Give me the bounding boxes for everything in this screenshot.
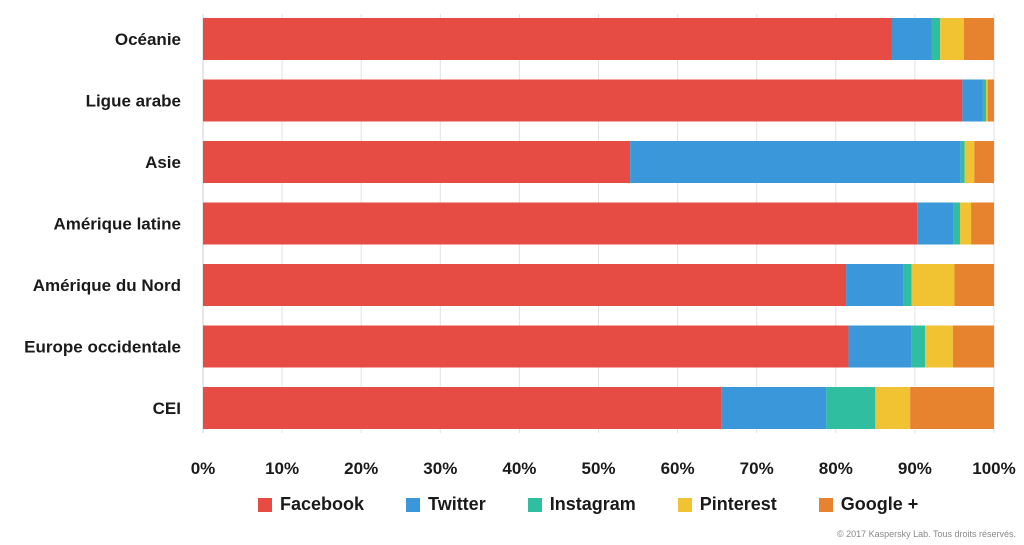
bar-segment: [891, 18, 932, 60]
bar-segment: [971, 202, 994, 245]
legend-swatch: [677, 497, 692, 512]
bar-segment: [963, 18, 994, 60]
legend-swatch: [258, 497, 272, 512]
bar-segment: [875, 387, 911, 429]
bar-segment: [203, 202, 918, 245]
legend-label: Facebook: [280, 494, 365, 514]
x-tick-label: 10%: [265, 459, 299, 478]
category-label: CEI: [153, 399, 181, 418]
x-tick-label: 20%: [344, 459, 378, 478]
bars: [203, 18, 994, 429]
bar-segment: [931, 18, 941, 60]
bar-segment: [987, 79, 994, 122]
bar-segment: [911, 325, 926, 368]
category-label: Océanie: [115, 30, 181, 49]
legend-item: Facebook: [258, 494, 364, 515]
category-labels: Océanie Ligue arabe Asie Amérique latine Amé…: [24, 30, 181, 418]
bar-segment: [203, 264, 847, 306]
bar-segment: [940, 18, 964, 60]
bar-segment: [964, 141, 975, 183]
legend-swatch: [527, 497, 542, 512]
legend-label: Twitter: [428, 494, 486, 514]
bar-segment: [903, 264, 912, 306]
bar-segment: [203, 79, 963, 122]
legend-label: Pinterest: [699, 494, 777, 514]
x-axis-tick-labels: 0% 10% 20% 30% 40% 50% 60% 70% 80% 90% 100%: [191, 459, 1016, 478]
legend-swatch: [406, 497, 421, 512]
legend: Facebook Twitter Instagram Pinterest Google …: [258, 494, 960, 515]
bar-segment: [962, 79, 983, 122]
bar-segment: [203, 387, 722, 429]
bar-segment: [960, 141, 965, 183]
bar-segment: [721, 387, 827, 429]
bar-segment: [925, 325, 953, 368]
legend-item: Pinterest: [677, 494, 777, 515]
bar-segment: [917, 202, 954, 245]
legend-swatch: [818, 497, 833, 512]
category-label: Asie: [145, 153, 181, 172]
legend-label: Google +: [840, 494, 919, 514]
bar-segment: [826, 387, 876, 429]
bar-segment: [203, 18, 892, 60]
bar-segment: [953, 202, 960, 245]
legend-item: Instagram: [527, 494, 636, 515]
bar-segment: [846, 264, 904, 306]
copyright-notice: © 2017 Kaspersky Lab. Tous droits réserv…: [836, 529, 1016, 539]
legend-label: Instagram: [549, 494, 636, 514]
bar-segment: [982, 79, 987, 122]
bar-segment: [959, 202, 972, 245]
bar-segment: [954, 264, 994, 306]
bar-segment: [910, 387, 994, 429]
x-tick-label: 0%: [191, 459, 216, 478]
x-tick-label: 100%: [972, 459, 1015, 478]
x-tick-label: 90%: [898, 459, 932, 478]
category-label: Amérique du Nord: [33, 276, 181, 295]
x-tick-label: 50%: [581, 459, 615, 478]
bar-segment: [203, 325, 849, 368]
bar-segment: [630, 141, 961, 183]
bar-segment: [848, 325, 912, 368]
legend-item: Google +: [818, 494, 919, 515]
bar-segment: [203, 141, 631, 183]
x-tick-label: 80%: [819, 459, 853, 478]
bar-segment: [911, 264, 955, 306]
bar-segment: [952, 325, 994, 368]
category-label: Europe occidentale: [24, 338, 181, 357]
bar-segment: [974, 141, 994, 183]
x-tick-label: 60%: [661, 459, 695, 478]
category-label: Ligue arabe: [86, 92, 181, 111]
x-tick-label: 40%: [502, 459, 536, 478]
x-tick-label: 70%: [740, 459, 774, 478]
bar-segment: [986, 79, 988, 122]
legend-item: Twitter: [406, 494, 486, 515]
x-tick-label: 30%: [423, 459, 457, 478]
category-label: Amérique latine: [53, 215, 181, 234]
